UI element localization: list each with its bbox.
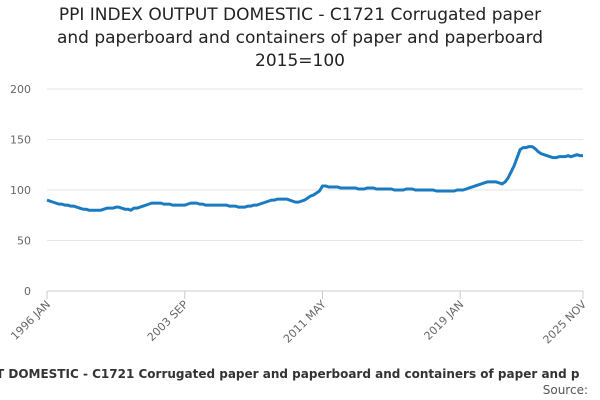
y-tick-label: 200 — [10, 83, 31, 96]
x-tick-label: 2011 MAY — [281, 298, 329, 346]
footer-title: T DOMESTIC - C1721 Corrugated paper and … — [0, 367, 580, 381]
x-tick-label: 1996 JAN — [8, 298, 53, 343]
x-tick-label: 2019 JAN — [422, 298, 467, 343]
y-tick-label: 50 — [17, 235, 31, 248]
chart-title: and paperboard and containers of paper a… — [57, 28, 543, 48]
y-tick-label: 0 — [24, 285, 31, 298]
y-tick-label: 100 — [10, 184, 31, 197]
x-tick-label: 2025 NOV — [541, 298, 590, 347]
chart-title: 2015=100 — [255, 51, 345, 71]
data-line — [46, 145, 583, 212]
source: Source: — [543, 383, 588, 397]
chart-title: PPI INDEX OUTPUT DOMESTIC - C1721 Corrug… — [59, 5, 541, 25]
y-tick-label: 150 — [10, 134, 31, 147]
x-tick-label: 2003 SEP — [145, 298, 191, 344]
